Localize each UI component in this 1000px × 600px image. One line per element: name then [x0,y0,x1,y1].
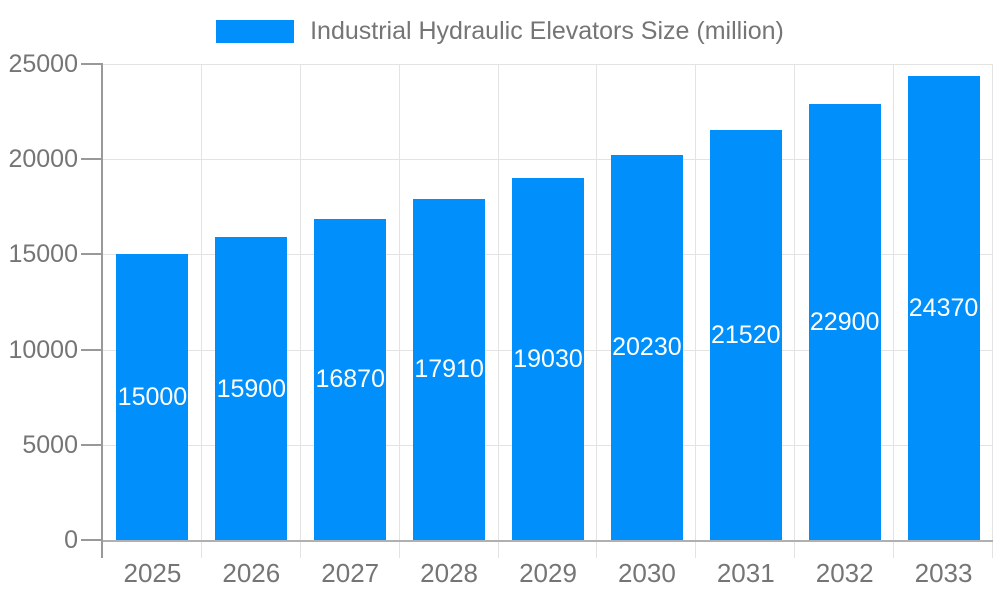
bar-value-label: 15900 [216,374,287,403]
x-tick-label: 2030 [617,558,676,588]
bar[interactable] [413,198,486,540]
bar-value-label: 19030 [513,344,583,373]
y-tick-label: 15000 [8,240,78,269]
y-axis-tick [81,348,103,351]
gridline-v [200,64,202,558]
y-tick-label: 5000 [22,430,78,459]
y-axis-tick [81,443,103,446]
bar-value-label: 17910 [414,355,484,384]
x-tick-label: 2026 [222,558,281,588]
gridline-v [992,64,993,558]
bar-value-label: 24370 [908,293,979,322]
x-tick-label: 2029 [519,558,577,588]
y-axis-tick [81,158,103,161]
legend-label: Industrial Hydraulic Elevators Size (mil… [310,17,784,45]
x-tick-label: 2028 [420,558,479,588]
gridline-v [893,64,895,558]
bar[interactable] [907,75,980,540]
bar[interactable] [808,103,881,540]
bar[interactable] [314,218,387,540]
y-tick-label: 20000 [8,145,78,174]
y-axis-line [101,64,103,558]
x-tick-label: 2031 [716,558,775,588]
x-tick-label: 2025 [123,558,182,588]
x-tick-label: 2027 [321,558,380,588]
y-tick-label: 10000 [8,335,78,364]
legend[interactable]: Industrial Hydraulic Elevators Size (mil… [0,19,1000,44]
bar-value-label: 21520 [711,321,781,350]
gridline-v [596,64,598,558]
bar-value-label: 15000 [117,383,188,412]
legend-swatch [216,20,295,43]
bar[interactable] [709,130,782,540]
gridline-v [497,64,499,558]
y-axis-tick [81,253,103,256]
bar[interactable] [512,177,584,540]
bar-value-label: 16870 [315,365,385,394]
bar[interactable] [610,154,683,540]
gridline-h [103,64,993,65]
gridline-h [103,159,993,161]
y-axis-tick [81,539,103,541]
x-axis-line [103,540,993,542]
gridline-v [794,64,796,558]
x-tick-label: 2032 [815,558,874,588]
gridline-v [398,64,400,558]
bar[interactable] [215,237,288,540]
bar-value-label: 22900 [809,307,880,336]
bar[interactable] [116,254,189,540]
y-tick-label: 25000 [8,50,78,78]
y-tick-label: 0 [64,526,78,554]
gridline-v [695,64,697,558]
y-axis-tick [81,63,103,65]
x-tick-label: 2033 [914,558,973,588]
bar-value-label: 20230 [612,333,682,362]
gridline-v [299,64,301,558]
